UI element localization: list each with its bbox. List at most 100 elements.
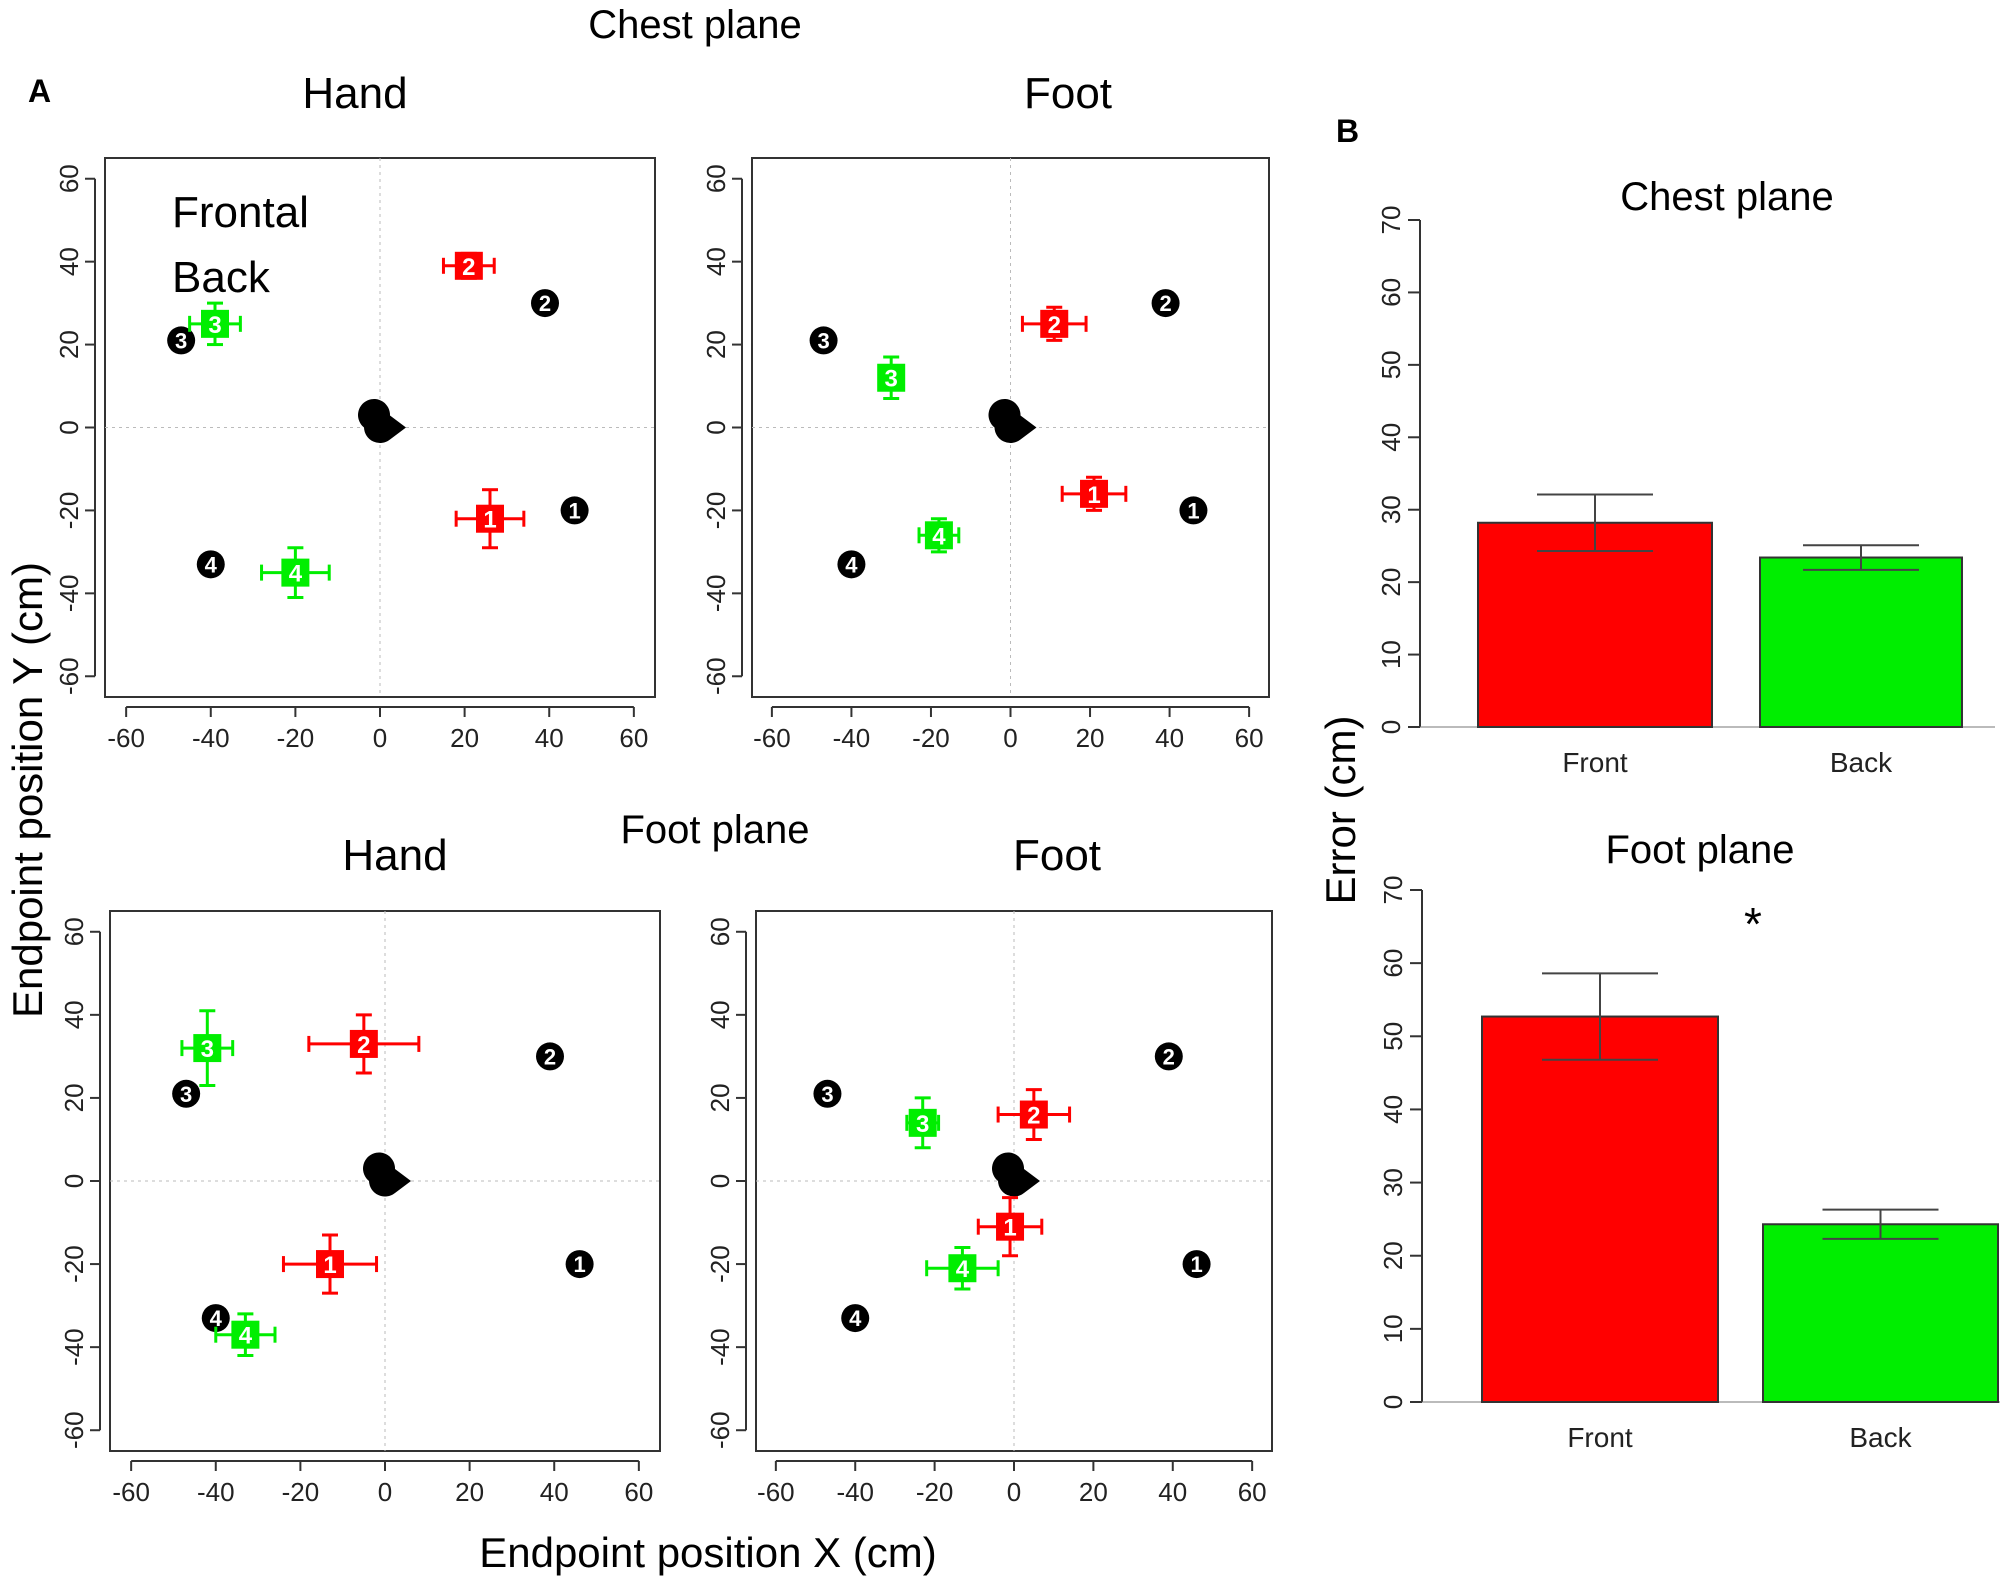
back-point-4 [924,521,953,550]
point-label: 2 [1027,1103,1040,1130]
y-tick-label: 40 [54,247,84,276]
x-tick-label: 20 [1079,1477,1108,1507]
point-label: 1 [1087,482,1100,509]
back-point-4 [231,1320,260,1349]
y-tick-label: -40 [701,575,731,613]
x-tick-label: -40 [833,723,871,753]
point-label: 4 [932,523,946,550]
x-tick-label: 40 [540,1477,569,1507]
point-label: 1 [483,507,496,534]
y-tick-label: 20 [54,330,84,359]
target-label: 3 [180,1082,192,1107]
frontal-point-1 [476,504,504,533]
y-tick-label: 40 [59,1000,89,1029]
point-label: 2 [1048,312,1061,339]
target-label: 3 [821,1082,833,1107]
target-label: 2 [544,1044,556,1069]
x-tick-label: 60 [624,1477,653,1507]
back-point-3 [193,1034,222,1063]
y-tick-label: 0 [59,1174,89,1188]
y-axis-label: Endpoint position Y (cm) [4,562,51,1018]
target-label: 2 [1159,291,1171,316]
start-marker [988,399,1037,444]
x-tick-label: 0 [1007,1477,1021,1507]
y-tick-label: 0 [705,1174,735,1188]
point-label: 1 [323,1252,336,1279]
bar-back [1762,1223,1999,1403]
y-tick-label: -40 [54,575,84,613]
x-tick-label: -40 [836,1477,874,1507]
y-tick-label: 70 [1376,206,1406,235]
back-point-3 [201,309,229,338]
frontal-point-2 [349,1029,378,1058]
foot-plane-title: Foot plane [620,808,809,852]
x-tick-label: 20 [455,1477,484,1507]
panel-label-b: B [1336,113,1359,149]
y-tick-label: 30 [1376,495,1406,524]
back-point-4 [281,558,310,587]
target-4 [196,550,225,579]
y-tick-label: 30 [1378,1168,1408,1197]
bar-chart-error_chest: 0 10 20 30 40 50 60 70 Front Back [1376,206,1995,778]
target-3 [813,1079,842,1108]
y-tick-label: 40 [1378,1095,1408,1124]
target-2 [536,1042,564,1071]
point-label: 2 [462,254,475,281]
target-1 [1182,1250,1211,1279]
target-2 [1151,289,1180,318]
y-tick-label: 20 [1378,1241,1408,1270]
y-tick-label: -20 [59,1245,89,1283]
target-label: 1 [1187,498,1199,523]
y-tick-label: -40 [59,1328,89,1366]
x-tick-label: 40 [1155,723,1184,753]
plots: -60 -40 -20 0 20 40 60-60-40-20020406012341234… [54,157,2000,1507]
y-tick-label: 10 [1376,640,1406,669]
target-4 [201,1304,230,1333]
target-4 [837,550,866,579]
y-tick-label: 20 [59,1083,89,1112]
bar-chart-error_foot: 0 10 20 30 40 50 60 70 Front Back [1378,876,2000,1453]
y-tick-label: 0 [54,420,84,434]
y-tick-label: -20 [705,1245,735,1283]
target-3 [172,1079,201,1108]
y-tick-label: 20 [705,1083,735,1112]
y-tick-label: 40 [701,247,731,276]
x-tick-label: -20 [282,1477,320,1507]
panel-label-a: A [28,73,51,109]
point-label: 3 [208,312,221,339]
x-tick-label: 0 [373,723,387,753]
target-label: 1 [568,498,580,523]
x-tick-label: -60 [753,723,791,753]
x-tick-label: 20 [1076,723,1105,753]
x-tick-label: -40 [192,723,230,753]
y-tick-label: 20 [1376,568,1406,597]
x-tick-label: 40 [1158,1477,1187,1507]
y-tick-label: 40 [1376,423,1406,452]
foot-hand-title: Hand [342,831,447,880]
x-tick-label: 60 [619,723,648,753]
frontal-point-2 [454,251,483,280]
category-label-front: Front [1562,747,1628,778]
x-axis-label: Endpoint position X (cm) [479,1529,937,1576]
target-label: 3 [175,328,187,353]
category-label-front: Front [1567,1422,1633,1453]
frontal-point-1 [1080,479,1109,508]
target-label: 4 [845,552,858,577]
scatter-chest_hand: -60 -40 -20 0 20 40 60 -60 -40 -20 0 20 40 60 1 2 3 4 1 2 3 4 [54,157,656,753]
x-tick-label: -60 [757,1477,795,1507]
x-tick-label: 40 [535,723,564,753]
y-tick-label: 60 [701,164,731,193]
x-tick-label: 0 [1003,723,1017,753]
target-2 [531,289,559,318]
y-tick-label: 60 [1376,278,1406,307]
target-label: 1 [1190,1252,1202,1277]
bar-foot-title: Foot plane [1605,828,1794,872]
y-tick-label: -60 [701,657,731,695]
y-tick-label: -40 [705,1328,735,1366]
back-point-3 [908,1108,937,1137]
x-tick-label: 60 [1238,1477,1267,1507]
category-label-back: Back [1830,747,1893,778]
y-tick-label: 0 [1378,1395,1408,1409]
category-label-back: Back [1849,1422,1912,1453]
